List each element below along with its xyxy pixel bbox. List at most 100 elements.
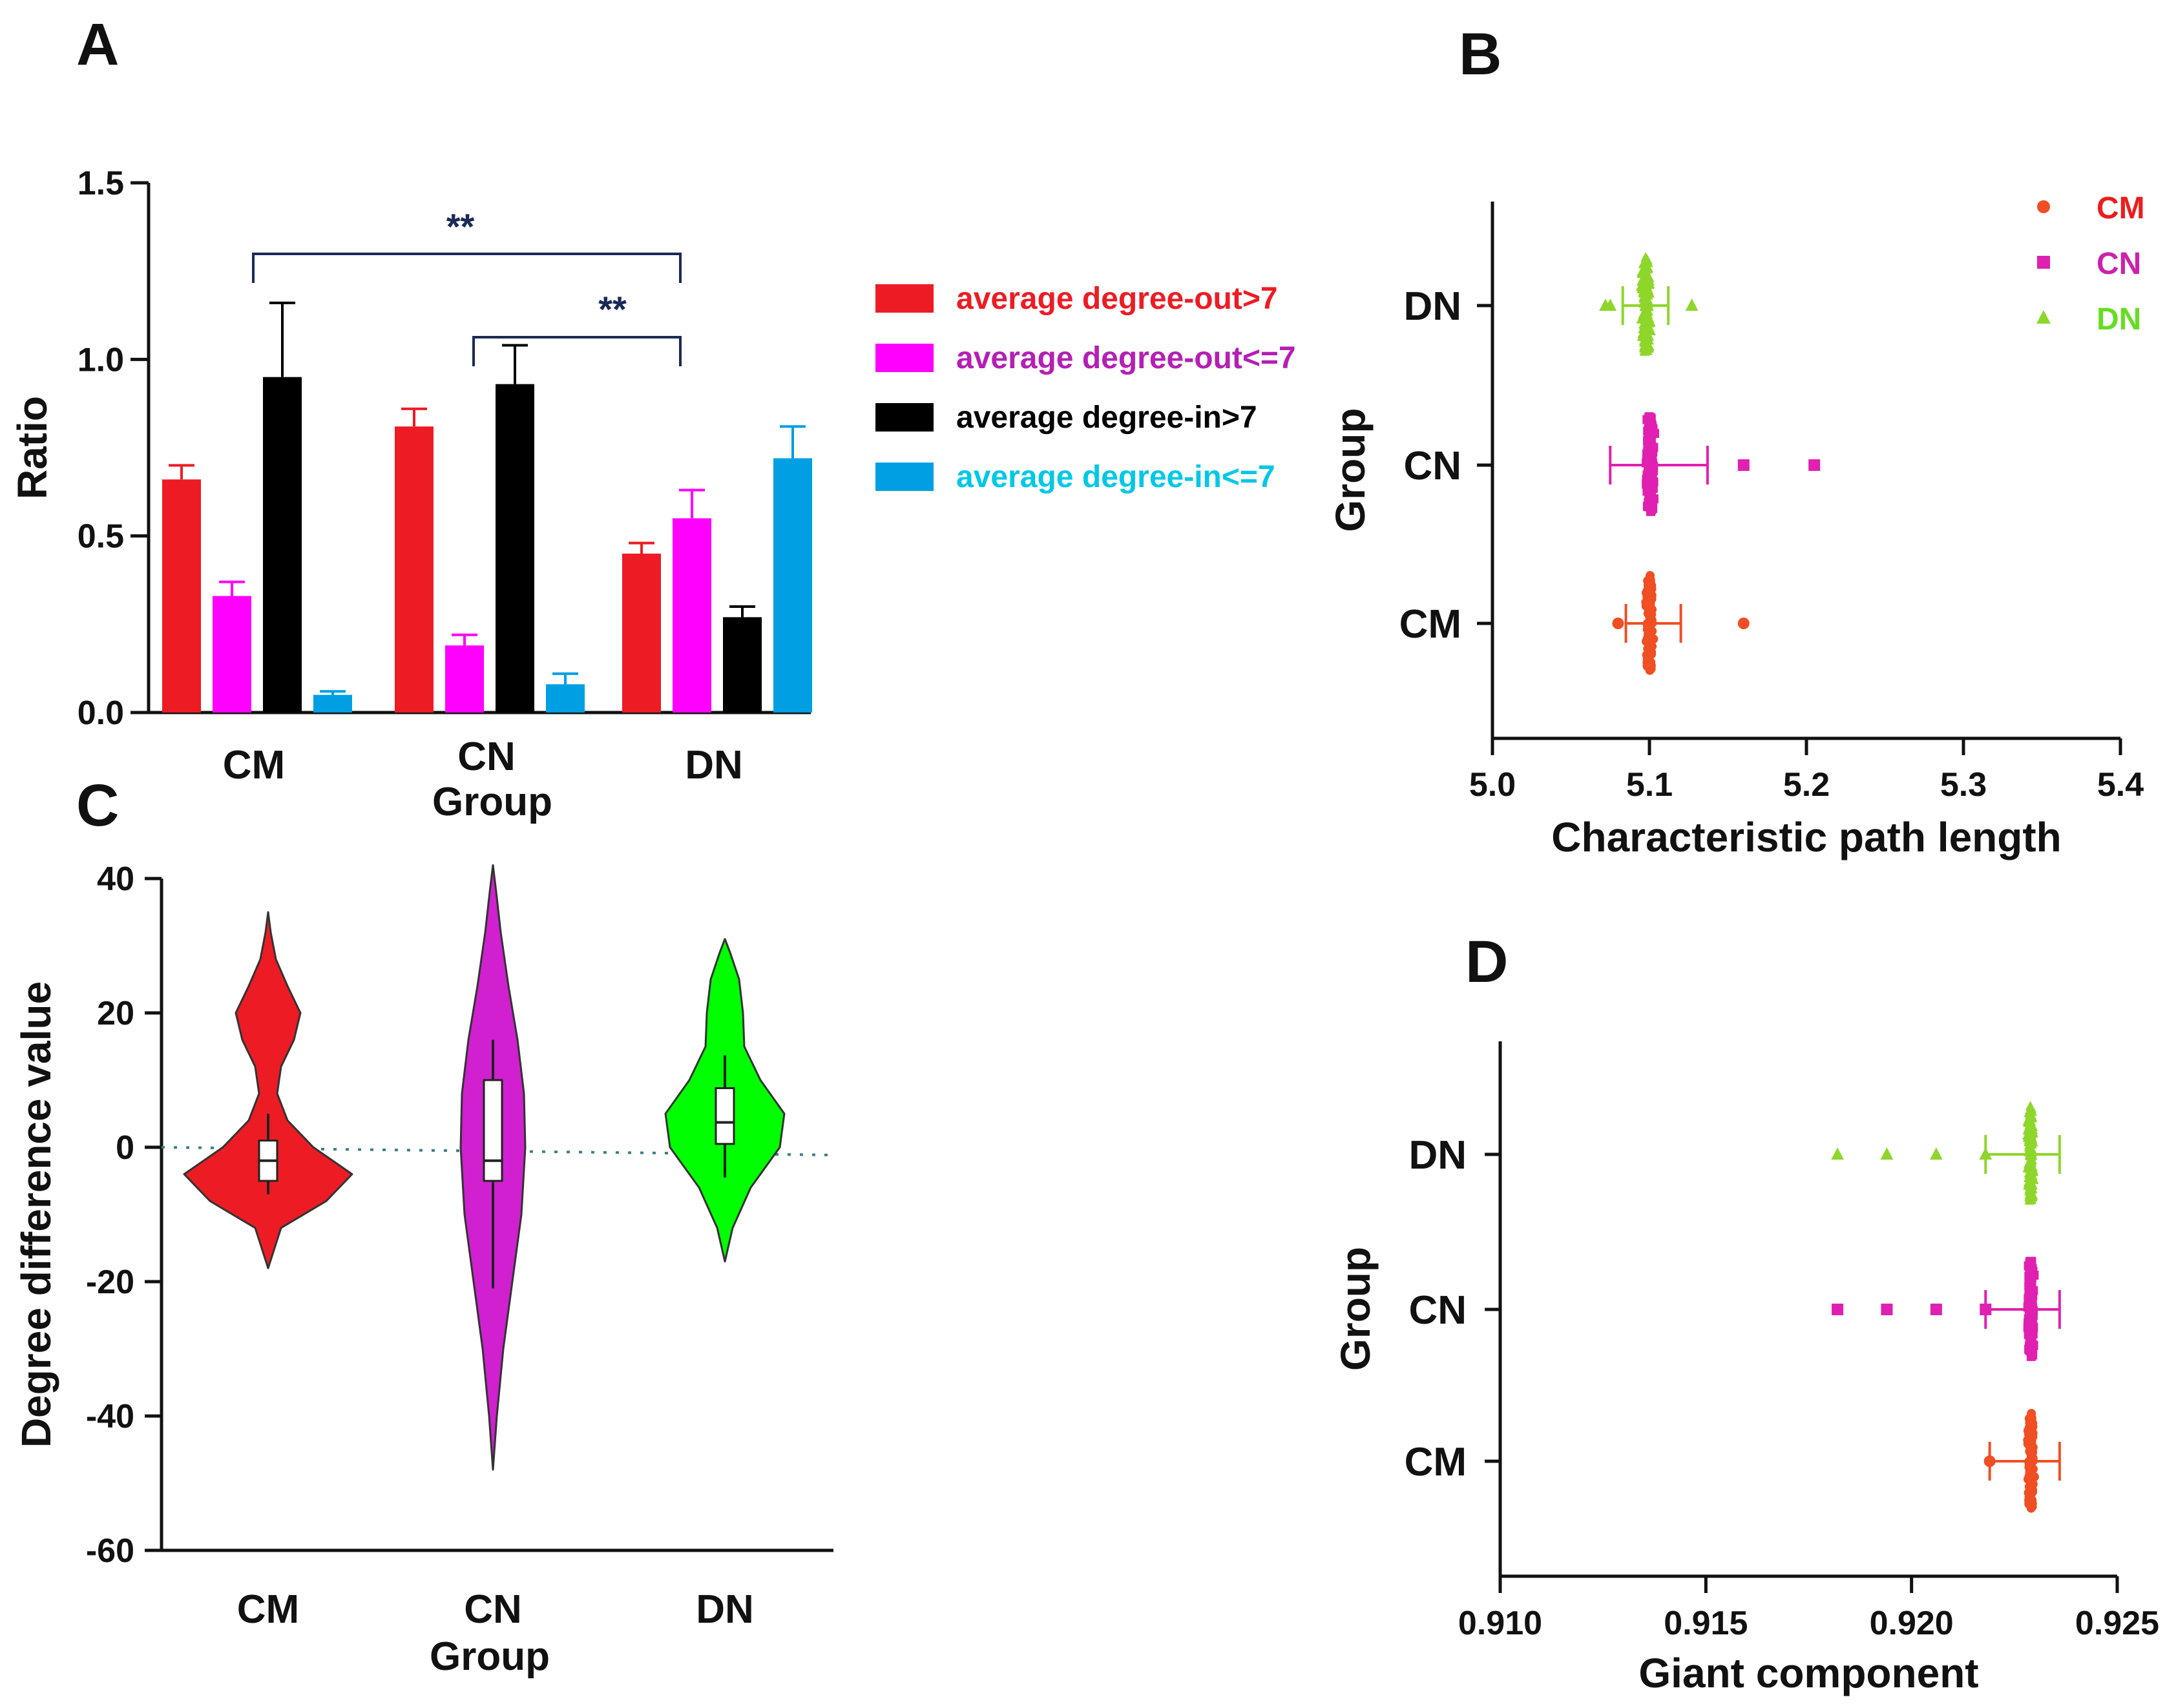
x-tick-label: 0.910 bbox=[1458, 1605, 1542, 1642]
data-point bbox=[1638, 287, 1648, 298]
x-tick-label: CN bbox=[457, 734, 516, 779]
data-point bbox=[1646, 581, 1655, 591]
data-point bbox=[2025, 1168, 2036, 1178]
data-point bbox=[2027, 1161, 2038, 1172]
y-axis-label: Group bbox=[1332, 1247, 1379, 1371]
x-tick-label: 5.4 bbox=[2097, 766, 2144, 804]
y-tick-label: -20 bbox=[86, 1264, 134, 1301]
data-point bbox=[2026, 1337, 2036, 1347]
outlier-point bbox=[1612, 618, 1624, 629]
data-point bbox=[1644, 335, 1654, 345]
legend-swatch bbox=[875, 403, 934, 432]
data-point bbox=[1645, 574, 1655, 583]
data-point bbox=[2029, 1286, 2038, 1295]
data-point bbox=[1646, 628, 1656, 638]
y-tick-label: 1.0 bbox=[78, 341, 124, 379]
x-tick-label: 5.3 bbox=[1940, 766, 1987, 804]
y-tick-label: CN bbox=[1408, 1288, 1467, 1333]
y-tick-label: 0.0 bbox=[78, 694, 124, 732]
data-point bbox=[1638, 309, 1648, 319]
x-tick-label: DN bbox=[685, 743, 743, 787]
data-point bbox=[2026, 1411, 2036, 1421]
y-axis-label: Ratio bbox=[9, 396, 56, 499]
data-point bbox=[2025, 1107, 2035, 1118]
bar bbox=[723, 617, 762, 713]
data-point bbox=[2026, 1497, 2036, 1507]
x-axis-label: Giant component bbox=[1638, 1650, 1978, 1696]
violin-box bbox=[715, 1087, 735, 1145]
legend-swatch bbox=[875, 284, 934, 313]
legend-marker bbox=[2037, 200, 2050, 213]
data-point bbox=[1641, 344, 1651, 354]
data-point bbox=[1641, 267, 1652, 277]
data-point bbox=[2023, 1474, 2033, 1484]
x-tick-label: 0.915 bbox=[1664, 1605, 1748, 1642]
data-point bbox=[2025, 1192, 2036, 1203]
legend-marker bbox=[2037, 256, 2050, 269]
outlier-point bbox=[1930, 1304, 1942, 1315]
panel-a-bar-chart: 0.0 0.5 1.0 1.5 Ratio CM CN DN Group ** ** average … bbox=[9, 165, 1296, 824]
panel-letter-d: D bbox=[1465, 929, 1508, 995]
outlier-point bbox=[1929, 1147, 1943, 1160]
bar bbox=[162, 479, 201, 713]
x-axis-label: Group bbox=[430, 1634, 550, 1679]
bar bbox=[445, 645, 484, 713]
outlier-point bbox=[1737, 618, 1750, 629]
data-point bbox=[1649, 443, 1658, 452]
x-tick-label: CM bbox=[223, 743, 285, 787]
data-point bbox=[2027, 1183, 2038, 1194]
significance-label: ** bbox=[446, 206, 475, 247]
legend-label: CM bbox=[2097, 191, 2145, 225]
violin-body bbox=[183, 911, 353, 1269]
data-point bbox=[1640, 258, 1650, 269]
significance-bracket bbox=[472, 336, 682, 366]
violin-box bbox=[483, 1079, 503, 1182]
x-axis-label: Characteristic path length bbox=[1551, 814, 2062, 860]
data-point bbox=[2027, 1419, 2036, 1429]
outlier-point bbox=[1980, 1304, 1992, 1315]
x-tick-label: DN bbox=[696, 1587, 754, 1632]
outlier-point bbox=[1808, 459, 1821, 471]
data-point bbox=[1645, 419, 1655, 429]
data-point bbox=[1645, 660, 1655, 669]
bar bbox=[263, 377, 302, 713]
outlier-point bbox=[1832, 1304, 1844, 1315]
x-tick-label: CM bbox=[237, 1587, 299, 1632]
data-point bbox=[1644, 483, 1654, 492]
x-tick-label: CN bbox=[464, 1587, 522, 1632]
y-tick-label: 20 bbox=[97, 995, 134, 1032]
y-tick-label: 1.5 bbox=[78, 165, 124, 202]
bar bbox=[622, 554, 661, 713]
legend-swatch bbox=[875, 344, 934, 372]
data-point bbox=[1648, 459, 1657, 469]
data-point bbox=[1641, 319, 1651, 329]
panel-d-giant-component-plot: 0.910 0.915 0.920 0.925 Giant component Group… bbox=[1332, 1041, 2159, 1696]
significance-bracket bbox=[252, 253, 682, 283]
panel-letter-c: C bbox=[76, 773, 119, 838]
data-point bbox=[2024, 1136, 2034, 1147]
x-tick-label: 5.0 bbox=[1469, 766, 1516, 804]
x-tick-label: 0.920 bbox=[1870, 1605, 1954, 1642]
bar bbox=[673, 518, 711, 713]
data-point bbox=[2024, 1457, 2034, 1466]
data-point bbox=[1647, 505, 1657, 515]
y-axis-label: Group bbox=[1327, 408, 1374, 532]
data-point bbox=[1642, 297, 1653, 307]
legend-marker bbox=[2036, 310, 2051, 324]
bar bbox=[546, 684, 585, 713]
outlier-point bbox=[1737, 459, 1750, 471]
outlier-point bbox=[1983, 1455, 1996, 1467]
data-point bbox=[2026, 1483, 2036, 1493]
panel-letter-b: B bbox=[1459, 21, 1501, 87]
data-point bbox=[1642, 636, 1651, 646]
x-tick-label: 5.1 bbox=[1626, 766, 1673, 804]
panel-letter-a: A bbox=[76, 12, 119, 78]
y-tick-label: DN bbox=[1408, 1133, 1467, 1178]
x-axis-label: Group bbox=[432, 780, 552, 824]
data-point bbox=[2025, 1116, 2036, 1126]
x-tick-label: 0.925 bbox=[2075, 1605, 2159, 1642]
y-axis-label: Degree difference value bbox=[13, 981, 59, 1448]
y-tick-label: CN bbox=[1403, 444, 1461, 488]
data-point bbox=[2025, 1436, 2035, 1446]
